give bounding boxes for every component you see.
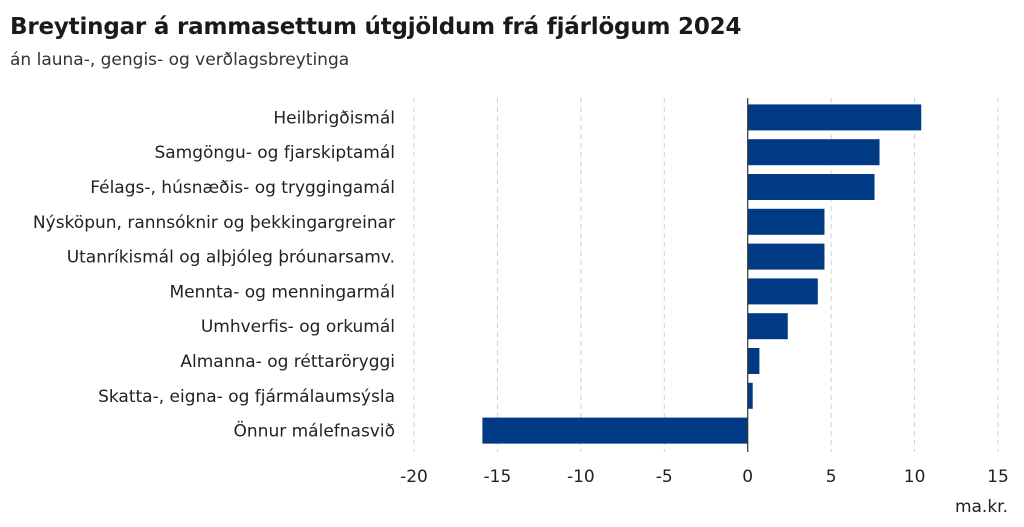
bar: [747, 278, 818, 305]
bar: [747, 104, 922, 131]
bar: [747, 348, 760, 374]
category-label: Samgöngu- og fjarskiptamál: [154, 143, 395, 163]
category-label: Heilbrigðismál: [273, 108, 395, 128]
category-label: Utanríkismál og alþjóleg þróunarsamv.: [67, 248, 395, 268]
category-label: Félags-, húsnæðis- og tryggingamál: [90, 178, 395, 198]
bar: [747, 313, 788, 340]
category-label: Skatta-, eigna- og fjármálaumsýsla: [98, 387, 395, 407]
x-tick-label: 5: [826, 467, 837, 487]
bar: [482, 417, 748, 444]
gridlines: [413, 98, 999, 452]
category-label: Umhverfis- og orkumál: [201, 317, 395, 337]
bar: [747, 382, 753, 409]
x-tick-label: -10: [567, 467, 595, 487]
x-tick-label: -20: [400, 467, 428, 487]
x-tick-label: -15: [484, 467, 512, 487]
x-axis-ticks: -20 -15 -10 -5 0 5 10 15: [400, 467, 1009, 487]
bar: [747, 174, 875, 200]
category-labels: Heilbrigðismál Samgöngu- og fjarskiptamál…: [33, 108, 395, 441]
category-label: Önnur málefnasvið: [234, 420, 395, 442]
bar: [747, 243, 825, 270]
chart-subtitle: án launa-, gengis- og verðlagsbreytinga: [10, 50, 350, 70]
chart-title: Breytingar á rammasettum útgjöldum frá f…: [10, 14, 742, 40]
x-tick-label: 15: [987, 467, 1009, 487]
x-tick-label: 10: [904, 467, 926, 487]
x-tick-label: 0: [742, 467, 753, 487]
x-axis-unit-label: ma.kr.: [955, 497, 1008, 517]
category-label: Nýsköpun, rannsóknir og þekkingargreinar: [33, 213, 395, 233]
x-tick-label: -5: [656, 467, 673, 487]
category-label: Mennta- og menningarmál: [169, 282, 395, 302]
bar: [747, 139, 880, 166]
bar: [747, 208, 825, 235]
category-label: Almanna- og réttaröryggi: [180, 352, 395, 372]
bars: [482, 104, 922, 444]
